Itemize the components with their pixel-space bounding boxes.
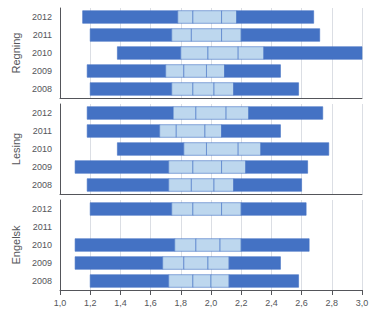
svg-text:2010: 2010: [32, 240, 52, 250]
svg-text:2010: 2010: [32, 48, 52, 58]
svg-text:2008: 2008: [32, 84, 52, 94]
svg-text:1,6: 1,6: [144, 298, 157, 308]
svg-text:2012: 2012: [32, 204, 52, 214]
svg-text:3,0: 3,0: [356, 298, 369, 308]
svg-text:1,4: 1,4: [114, 298, 127, 308]
svg-text:2012: 2012: [32, 12, 52, 22]
svg-text:2011: 2011: [33, 30, 52, 40]
svg-text:1,8: 1,8: [175, 298, 188, 308]
svg-text:2,6: 2,6: [295, 298, 308, 308]
svg-text:Lesing: Lesing: [10, 133, 22, 165]
svg-text:2009: 2009: [32, 66, 52, 76]
svg-text:2010: 2010: [32, 144, 52, 154]
svg-text:2,2: 2,2: [235, 298, 248, 308]
svg-text:Engelsk: Engelsk: [10, 225, 22, 265]
svg-text:2011: 2011: [33, 126, 52, 136]
svg-text:2008: 2008: [32, 276, 52, 286]
svg-text:2009: 2009: [32, 258, 52, 268]
svg-text:2008: 2008: [32, 180, 52, 190]
svg-text:1,2: 1,2: [84, 298, 97, 308]
svg-text:2009: 2009: [32, 162, 52, 172]
svg-text:2012: 2012: [32, 108, 52, 118]
svg-text:2,8: 2,8: [326, 298, 339, 308]
svg-text:Regning: Regning: [10, 33, 22, 74]
svg-text:2,0: 2,0: [205, 298, 218, 308]
svg-text:2,4: 2,4: [265, 298, 278, 308]
svg-text:2011: 2011: [33, 222, 52, 232]
svg-text:1,0: 1,0: [54, 298, 67, 308]
